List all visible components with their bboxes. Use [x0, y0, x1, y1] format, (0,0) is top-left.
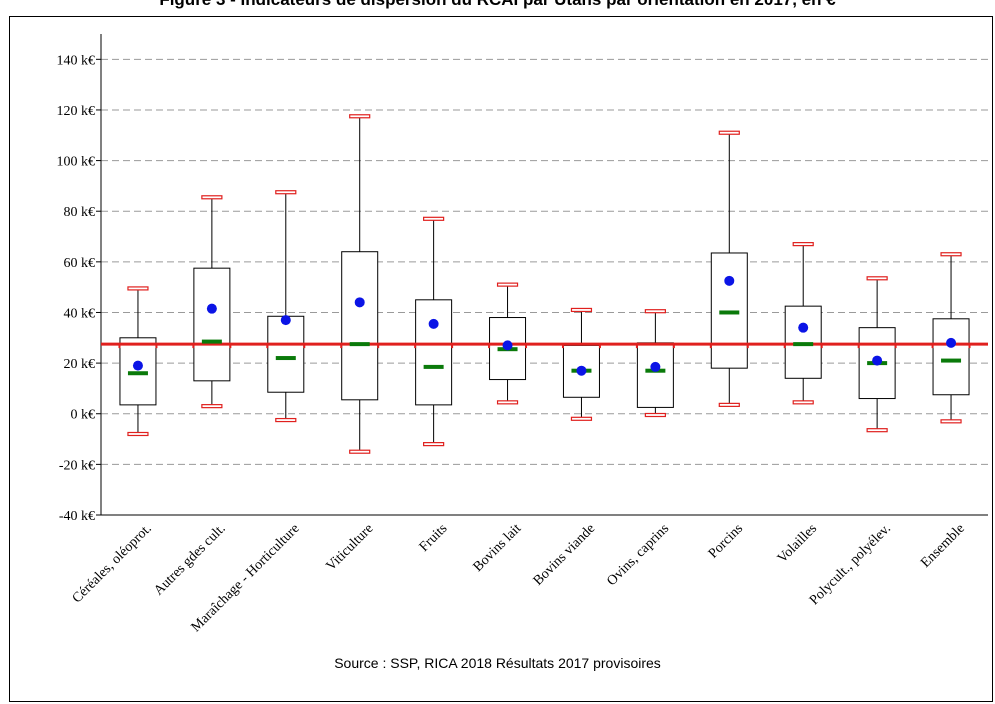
iqr-box: [932, 318, 970, 396]
upper-cap: [644, 309, 666, 314]
box-group: [858, 276, 896, 433]
mean-point: [576, 365, 587, 376]
mean-point: [650, 361, 661, 372]
box-group: [562, 307, 600, 421]
category-label: Bovins lait: [471, 521, 525, 575]
lower-cap: [644, 412, 666, 418]
mean-point: [354, 297, 365, 308]
category-label: Céréales, oléoprot.: [70, 521, 155, 606]
mean-point: [132, 360, 143, 371]
category-label: Ovins, caprins: [604, 521, 672, 589]
iqr-box: [415, 299, 453, 406]
y-tick-label: -20 k€: [59, 458, 95, 473]
mean-point: [946, 337, 957, 348]
upper-cap: [866, 276, 888, 281]
upper-cap: [349, 114, 371, 119]
mean-point: [206, 303, 217, 314]
lower-cap: [792, 400, 814, 405]
iqr-box: [193, 267, 231, 382]
mean-point: [724, 275, 735, 286]
y-tick-label: -40 k€: [59, 509, 95, 524]
iqr-box: [636, 342, 674, 408]
y-tick-label: 0 k€: [71, 408, 96, 423]
median-marker: [201, 339, 222, 344]
category-label: Autres gdes cult.: [151, 521, 228, 598]
median-marker: [349, 342, 370, 347]
median-marker: [275, 356, 296, 361]
box-group: [636, 309, 674, 418]
lower-cap: [201, 404, 223, 409]
median-marker: [793, 342, 814, 347]
upper-cap: [570, 307, 593, 313]
lower-cap: [423, 442, 445, 447]
mean-point: [502, 340, 513, 351]
y-tick-label: 140 k€: [57, 53, 96, 68]
box-group: [415, 216, 453, 447]
upper-cap: [718, 130, 740, 135]
upper-cap: [275, 190, 297, 195]
y-tick-label: 80 k€: [64, 205, 96, 220]
median-marker: [423, 364, 444, 369]
iqr-box: [267, 315, 305, 393]
box-group: [932, 252, 970, 424]
category-label: Polycult., polyélev.: [807, 521, 894, 608]
box-group: [267, 190, 305, 423]
y-tick-label: 20 k€: [64, 357, 96, 372]
lower-cap: [275, 417, 297, 423]
category-label: Bovins viande: [531, 521, 599, 589]
lower-cap: [718, 402, 740, 407]
source-note: Source : SSP, RICA 2018 Résultats 2017 p…: [334, 655, 661, 671]
upper-cap: [496, 282, 519, 287]
y-tick-label: 60 k€: [64, 256, 96, 271]
box-group: [489, 282, 527, 405]
upper-cap: [792, 242, 814, 247]
category-label: Fruits: [417, 521, 451, 555]
lower-cap: [570, 416, 593, 421]
upper-cap: [201, 195, 223, 200]
box-group: [710, 130, 748, 407]
lower-cap: [127, 431, 149, 437]
category-label: Ensemble: [918, 521, 968, 571]
median-marker: [941, 358, 962, 363]
mean-point: [798, 322, 809, 333]
category-label: Porcins: [706, 521, 746, 561]
upper-cap: [423, 216, 445, 221]
box-group: [193, 195, 231, 409]
category-label: Volailles: [775, 521, 820, 566]
lower-cap: [496, 400, 519, 405]
mean-point: [872, 355, 883, 366]
lower-cap: [940, 419, 962, 424]
lower-cap: [866, 428, 888, 433]
chart-title: Figure 3 - Indicateurs de dispersion du …: [0, 0, 995, 10]
y-tick-label: 120 k€: [57, 104, 96, 119]
upper-cap: [127, 286, 149, 291]
y-tick-label: 40 k€: [64, 306, 96, 321]
box-group: [341, 114, 379, 454]
category-label: Viticulture: [324, 521, 377, 574]
mean-point: [428, 318, 439, 329]
lower-cap: [349, 449, 371, 454]
median-marker: [127, 371, 148, 376]
upper-cap: [940, 252, 962, 257]
iqr-box: [341, 251, 379, 401]
y-tick-label: 100 k€: [57, 155, 96, 170]
median-marker: [719, 310, 740, 315]
mean-point: [280, 315, 291, 326]
